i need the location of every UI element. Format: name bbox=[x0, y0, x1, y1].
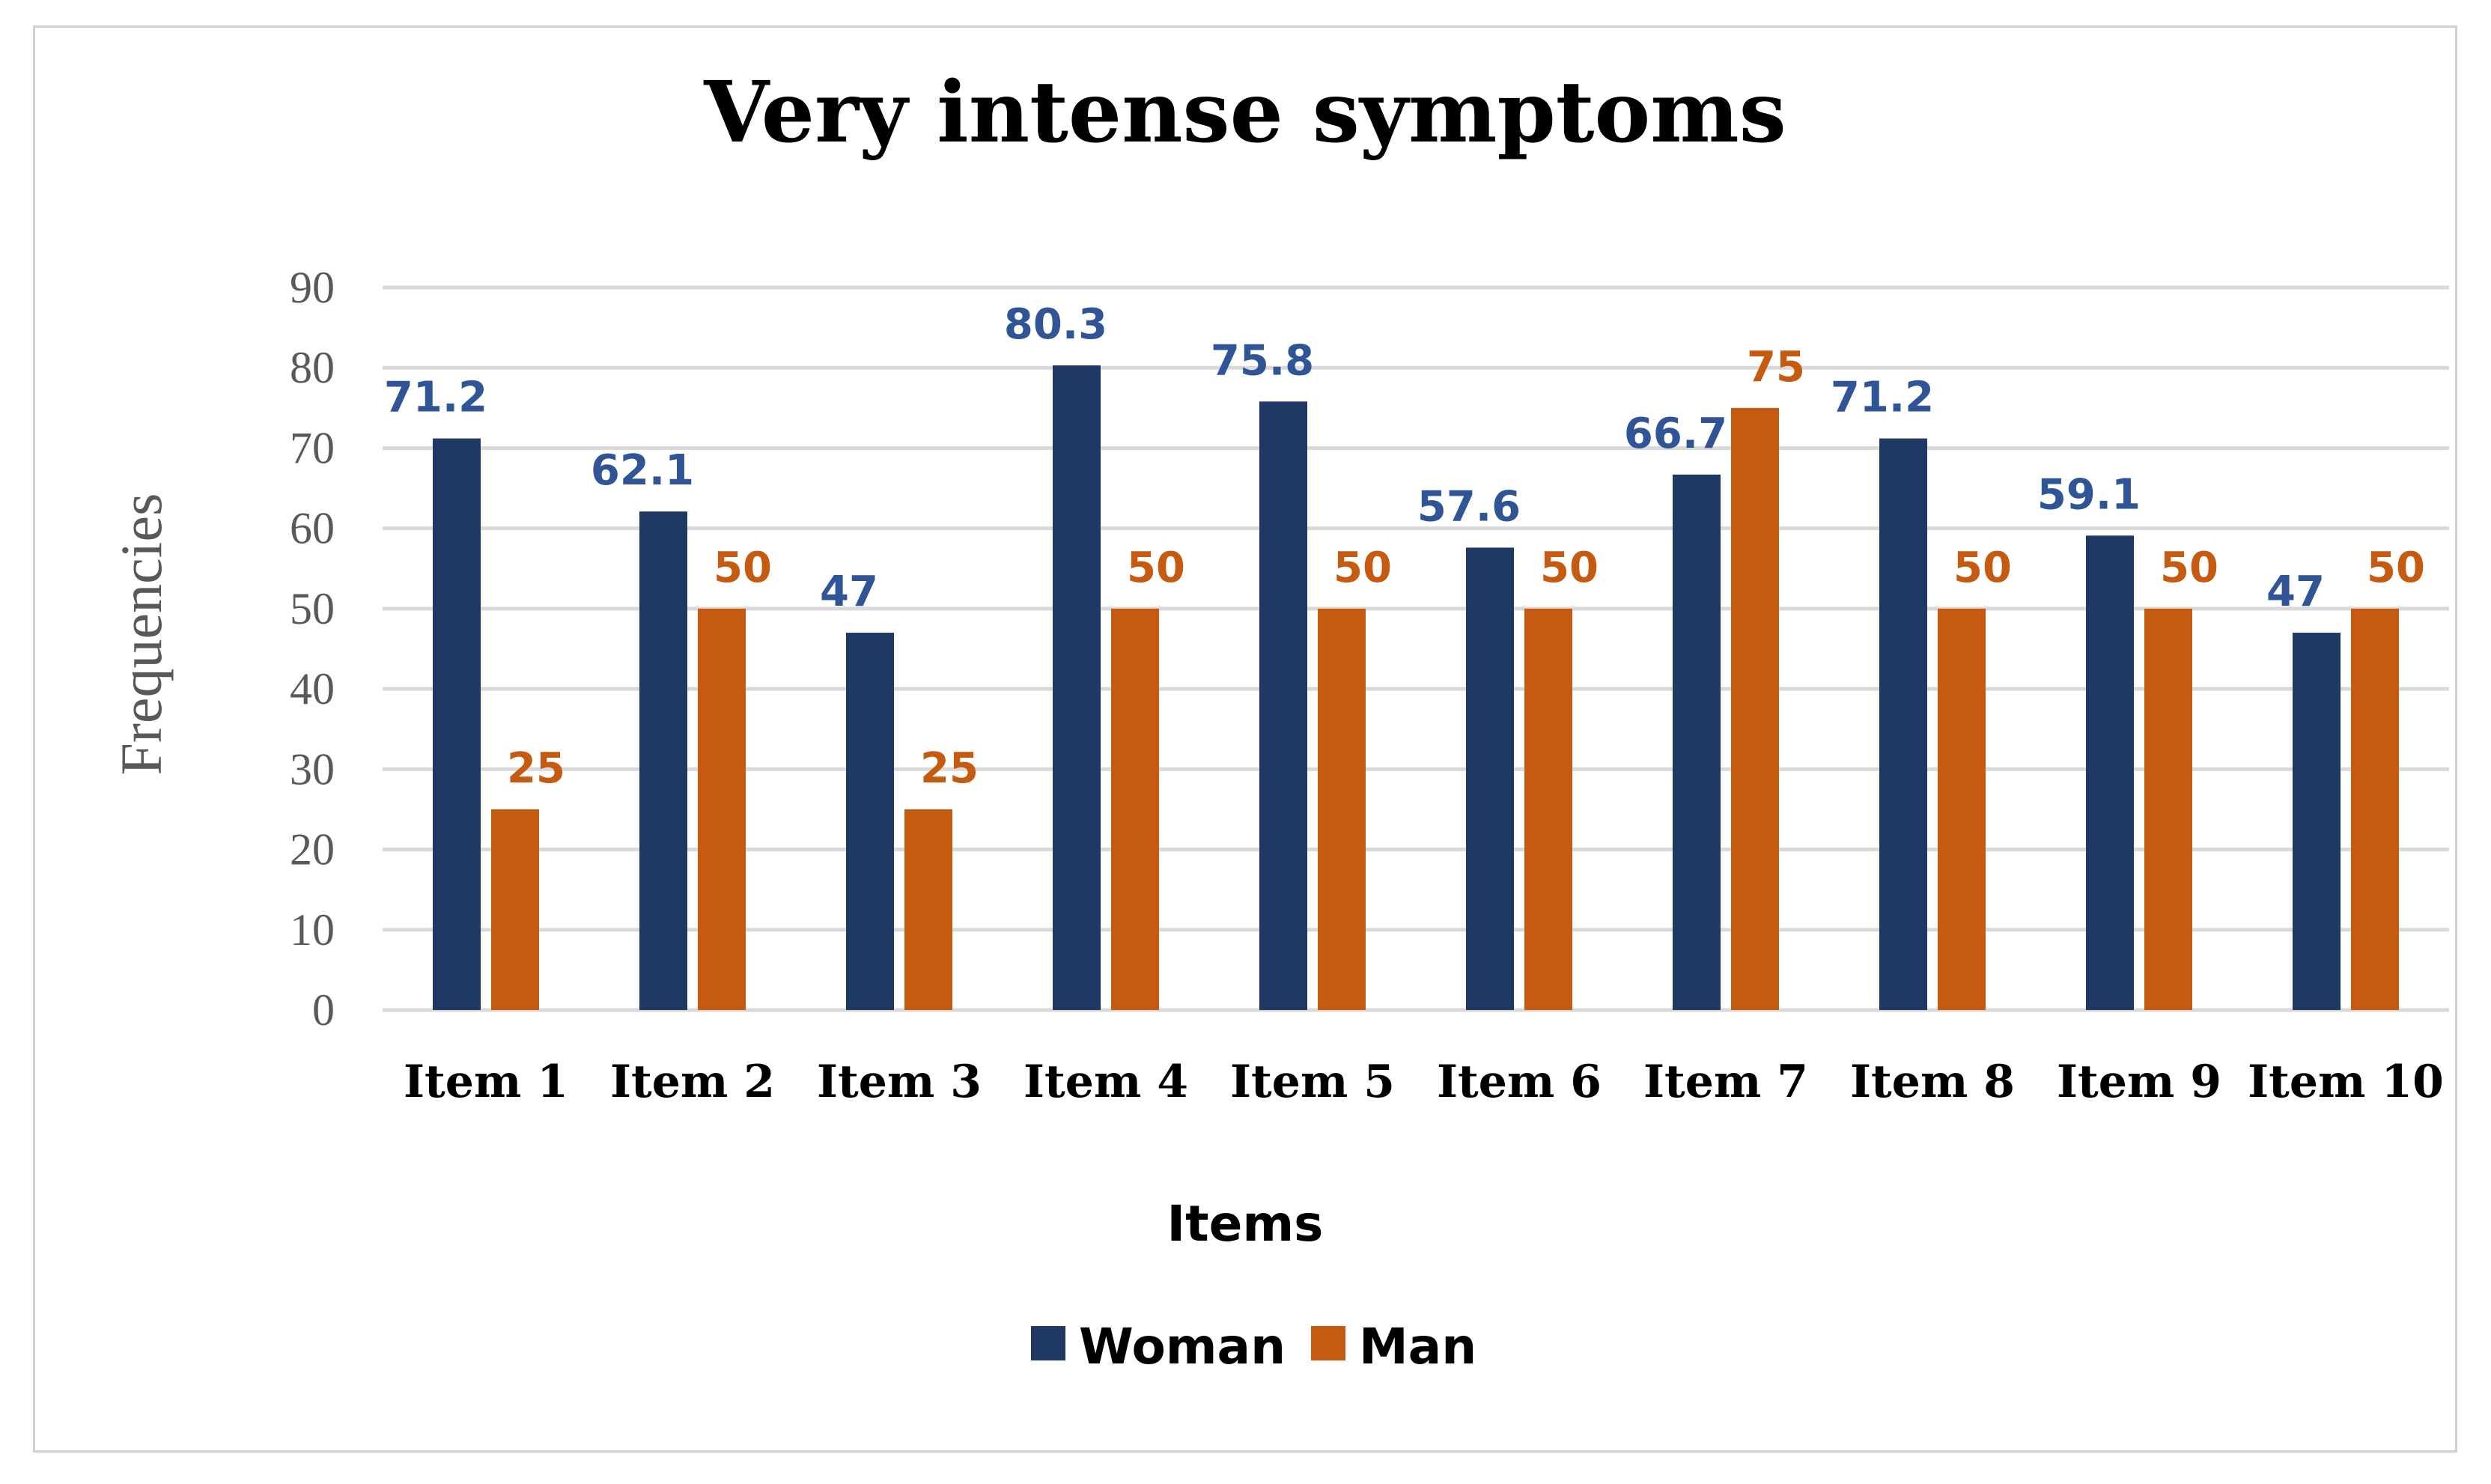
data-label-woman: 71.2 bbox=[1831, 374, 1934, 422]
x-tick-label: Item 5 bbox=[1230, 1056, 1395, 1108]
data-label-man: 50 bbox=[1333, 544, 1392, 592]
x-tick-label: Item 4 bbox=[1024, 1056, 1188, 1108]
data-label-man: 50 bbox=[1540, 544, 1599, 592]
y-axis-title: Frequencies bbox=[109, 493, 174, 776]
x-tick-label: Item 2 bbox=[610, 1056, 775, 1108]
data-label-man: 50 bbox=[1127, 544, 1185, 592]
bar-woman bbox=[1673, 474, 1721, 1010]
bar-man bbox=[2351, 608, 2399, 1010]
bar-woman bbox=[846, 633, 894, 1010]
data-label-woman: 75.8 bbox=[1211, 336, 1314, 385]
data-label-woman: 47 bbox=[820, 568, 878, 616]
x-axis-ticks: Item 1 Item 2 Item 3 Item 4 Item 5 Item 6 Item… bbox=[404, 1056, 2444, 1108]
x-tick-label: Item 3 bbox=[817, 1056, 982, 1108]
data-label-woman: 66.7 bbox=[1624, 410, 1727, 458]
legend-label-man: Man bbox=[1359, 1318, 1476, 1375]
bar-woman bbox=[1053, 365, 1101, 1010]
x-tick-label: Item 6 bbox=[1437, 1056, 1602, 1108]
bar-man bbox=[2144, 608, 2192, 1010]
data-label-man: 75 bbox=[1747, 343, 1805, 392]
data-label-man: 25 bbox=[507, 744, 565, 793]
legend: Woman Man bbox=[1031, 1318, 1476, 1375]
data-label-woman: 57.6 bbox=[1417, 482, 1521, 531]
legend-label-woman: Woman bbox=[1079, 1318, 1286, 1375]
gridlines bbox=[383, 285, 2449, 1012]
bar-man bbox=[1524, 608, 1572, 1010]
bar-man bbox=[1731, 407, 1779, 1010]
data-label-man: 50 bbox=[2160, 544, 2218, 592]
data-labels: 71.2 25 62.1 50 47 25 80.3 50 75.8 50 57.6 50 66.7 75… bbox=[384, 300, 2425, 793]
bar-chart: Very intense symptoms 0 10 20 30 40 50 60 70 80 9… bbox=[109, 64, 2449, 1375]
bar-man bbox=[698, 608, 746, 1010]
chart-title: Very intense symptoms bbox=[703, 64, 1786, 162]
y-tick-label: 40 bbox=[290, 664, 335, 714]
y-axis-ticks: 0 10 20 30 40 50 60 70 80 90 bbox=[290, 263, 335, 1035]
x-tick-label: Item 8 bbox=[1850, 1056, 2015, 1108]
bar-woman bbox=[1466, 547, 1514, 1010]
y-tick-label: 30 bbox=[290, 744, 335, 794]
data-label-man: 50 bbox=[714, 544, 772, 592]
x-axis-title: Items bbox=[1167, 1195, 1324, 1253]
data-label-woman: 59.1 bbox=[2037, 470, 2141, 519]
bar-man bbox=[1318, 608, 1366, 1010]
y-tick-label: 50 bbox=[290, 584, 335, 633]
x-tick-label: Item 7 bbox=[1643, 1056, 1808, 1108]
bar-woman bbox=[2086, 535, 2134, 1010]
bars bbox=[433, 365, 2399, 1010]
x-tick-label: Item 1 bbox=[404, 1056, 568, 1108]
data-label-woman: 71.2 bbox=[384, 374, 487, 422]
chart-frame: Very intense symptoms 0 10 20 30 40 50 60 70 80 9… bbox=[33, 25, 2457, 1453]
y-tick-label: 10 bbox=[290, 905, 335, 955]
data-label-man: 50 bbox=[1953, 544, 2012, 592]
data-label-man: 25 bbox=[920, 744, 979, 793]
y-tick-label: 80 bbox=[290, 343, 335, 392]
x-tick-label: Item 9 bbox=[2057, 1056, 2221, 1108]
data-label-woman: 47 bbox=[2266, 568, 2325, 616]
bar-man bbox=[491, 809, 539, 1010]
data-label-woman: 62.1 bbox=[591, 446, 694, 495]
y-tick-label: 60 bbox=[290, 504, 335, 553]
data-label-woman: 80.3 bbox=[1004, 300, 1107, 349]
legend-swatch-woman bbox=[1031, 1326, 1065, 1360]
x-tick-label: Item 10 bbox=[2248, 1056, 2444, 1108]
y-tick-label: 0 bbox=[312, 985, 335, 1035]
bar-woman bbox=[433, 438, 481, 1010]
data-label-man: 50 bbox=[2367, 544, 2425, 592]
bar-woman bbox=[1259, 401, 1307, 1010]
legend-swatch-man bbox=[1311, 1326, 1345, 1360]
bar-man bbox=[904, 809, 952, 1010]
bar-man bbox=[1111, 608, 1159, 1010]
bar-man bbox=[1938, 608, 1986, 1010]
y-tick-label: 90 bbox=[290, 263, 335, 312]
bar-woman bbox=[639, 511, 687, 1010]
y-tick-label: 70 bbox=[290, 423, 335, 472]
bar-woman bbox=[2293, 633, 2341, 1010]
bar-woman bbox=[1879, 438, 1927, 1010]
y-tick-label: 20 bbox=[290, 825, 335, 875]
